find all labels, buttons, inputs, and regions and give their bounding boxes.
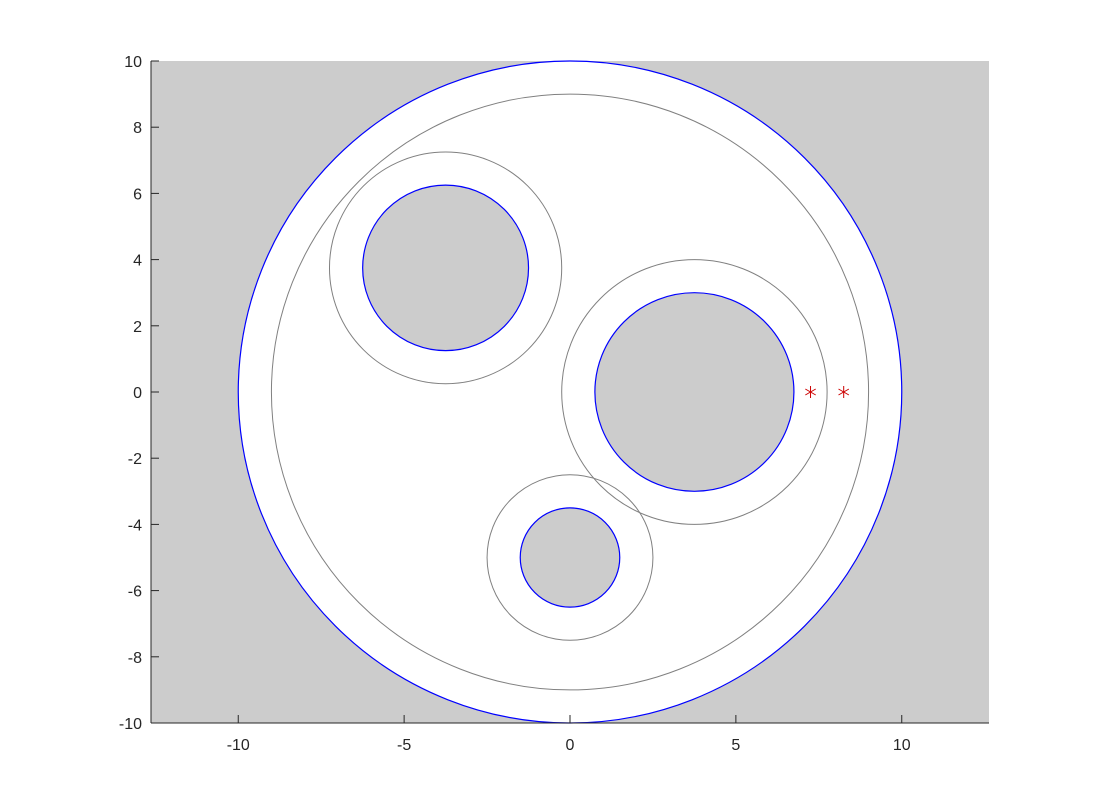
y-tick-label: 8 [133,120,142,137]
y-tick-label: 0 [133,385,142,402]
x-tick-label: 0 [566,737,575,754]
hole-top-left-curve [362,184,530,352]
y-tick-label: 10 [124,54,142,71]
hole-bottom-offset-curve [486,474,654,641]
y-tick-label: -10 [119,716,142,733]
x-tick-label: 5 [731,737,740,754]
y-tick-label: -4 [128,517,142,534]
y-tick-label: -2 [128,451,142,468]
hole-right-fill [594,292,794,492]
hole-right-offset-curve [561,259,828,525]
x-tick-label: -5 [397,737,411,754]
y-tick-label: 2 [133,319,142,336]
y-tick-label: 4 [133,253,142,270]
outer-boundary-fill [238,61,902,723]
y-tick-label: -8 [128,650,142,667]
marker-point-1 [805,386,816,398]
hole-bottom-fill [520,507,620,608]
hole-right-curve [594,292,795,492]
outer-offset-curve [270,93,870,691]
y-tick-label: 6 [133,186,142,203]
hole-bottom-curve [519,507,621,608]
hole-top-left-fill [362,185,529,351]
x-tick-label: 10 [893,737,911,754]
hole-top-left-offset-curve [328,151,563,385]
y-tick-label: -6 [128,584,142,601]
x-tick-label: -10 [227,737,250,754]
marker-point-2 [838,386,850,398]
